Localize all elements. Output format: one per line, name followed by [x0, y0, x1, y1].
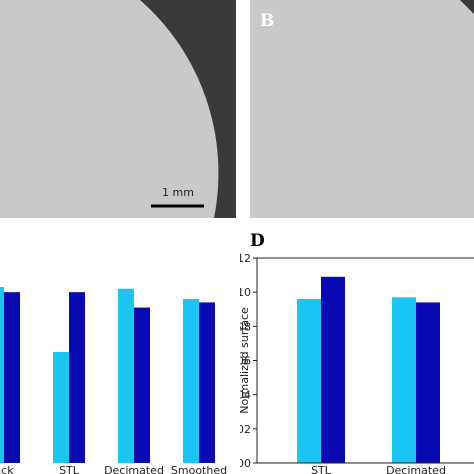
y-tick-label: 1.02 — [227, 423, 252, 436]
bar — [416, 302, 440, 463]
chart-d: 1.00 1.02 1.04 1.06 1.08 1.10 1.12 STL Decimated… — [227, 231, 474, 474]
y-tick-label: 1.06 — [227, 355, 252, 368]
x-tick-label: Decimated — [104, 464, 164, 474]
x-tick-label: Decimated — [386, 464, 446, 474]
bar — [0, 287, 4, 463]
bar — [199, 302, 215, 463]
x-tick-label: STL — [59, 464, 80, 474]
bar — [118, 288, 134, 463]
y-tick-label: 1.04 — [227, 389, 252, 402]
bar — [69, 292, 85, 463]
panel-label: B — [260, 11, 274, 31]
bar — [297, 299, 321, 463]
bar — [134, 307, 150, 463]
x-tick-label: Smoothed — [171, 464, 227, 474]
bar — [4, 292, 20, 463]
x-tick-label: ack — [0, 464, 14, 474]
specimen-image — [250, 0, 474, 218]
y-tick-label: 1.10 — [227, 286, 252, 299]
x-tick-label: STL — [311, 464, 332, 474]
panel-a: 1 mm — [0, 0, 236, 218]
panel-b: B — [250, 0, 474, 218]
image-corner — [460, 0, 474, 14]
bar — [392, 297, 416, 463]
chart-c: ack STL Decimated Smoothed — [0, 287, 227, 474]
y-axis-label: Normalized surface — [238, 307, 251, 414]
bar — [183, 299, 199, 463]
y-tick-label: 1.00 — [227, 457, 252, 470]
panel-label: D — [250, 231, 265, 251]
bar — [53, 351, 69, 463]
y-tick-label: 1.12 — [227, 252, 252, 265]
bar — [321, 276, 345, 463]
scale-bar-label: 1 mm — [162, 186, 194, 199]
specimen-image — [0, 0, 219, 218]
y-tick-label: 1.08 — [227, 320, 252, 333]
